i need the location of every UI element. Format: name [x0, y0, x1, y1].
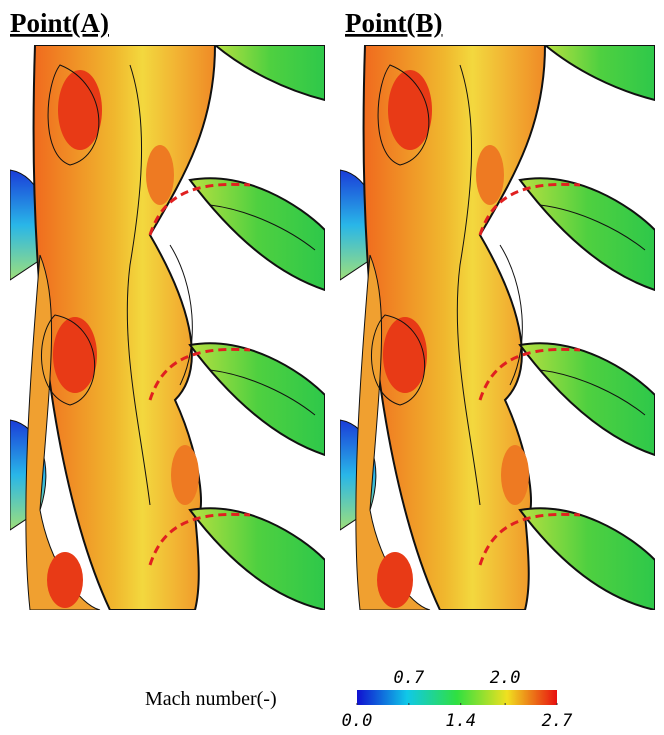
- colorbar-label: Mach number(-): [145, 688, 277, 710]
- colorbar-tick-label: 2.7: [542, 711, 573, 731]
- colorbar-tick-label: 0.7: [393, 668, 424, 688]
- panel-title: Point(A): [10, 8, 109, 38]
- colorbar-tick-label: 1.4: [445, 711, 476, 731]
- colorbar: [357, 690, 557, 705]
- colorbar-tick-label: 2.0: [490, 668, 521, 688]
- contour-plot: [10, 45, 325, 610]
- contour-plot: [340, 45, 655, 610]
- panel-title: Point(B): [345, 8, 443, 38]
- colorbar-tick-label: 0.0: [342, 711, 373, 731]
